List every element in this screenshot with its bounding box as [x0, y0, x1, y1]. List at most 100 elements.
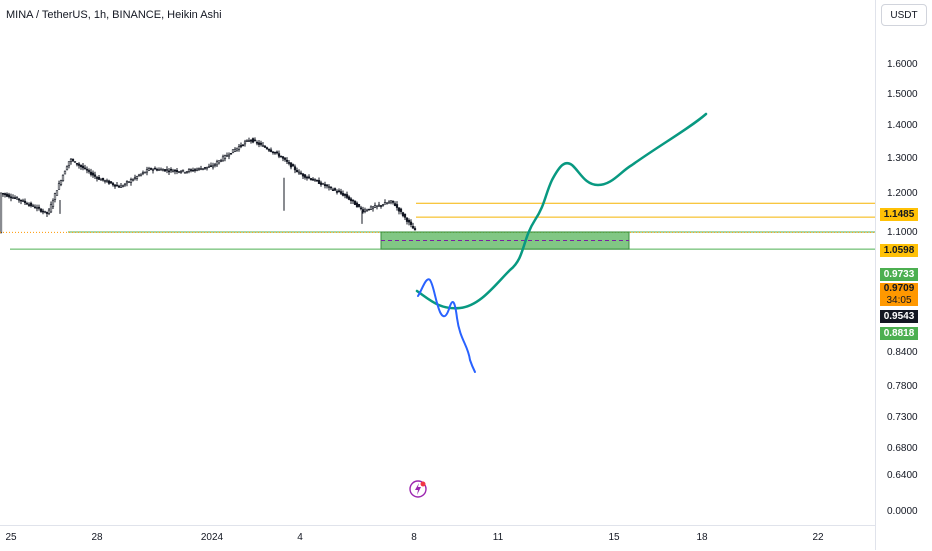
candle [105, 178, 109, 183]
candle [133, 174, 137, 181]
candle-body [117, 185, 121, 188]
lightning-icon[interactable] [408, 479, 428, 499]
x-tick-label: 25 [5, 532, 17, 543]
y-tick-label: 1.1000 [887, 227, 918, 238]
candle [37, 204, 41, 211]
candle-body [79, 164, 83, 167]
candle-body [111, 183, 115, 186]
candle-body [147, 168, 151, 171]
candle [331, 187, 335, 192]
x-tick-label: 22 [812, 532, 824, 543]
candle [13, 195, 17, 199]
candle-body [243, 141, 247, 145]
candle-body [351, 199, 355, 202]
candle [387, 200, 391, 204]
candle [307, 174, 311, 180]
candle-body [209, 165, 213, 167]
x-tick-label: 15 [608, 532, 620, 543]
candle-body [237, 146, 241, 150]
candle-body [103, 180, 107, 182]
candle [99, 178, 103, 181]
candle-body [219, 160, 223, 162]
candle [237, 144, 241, 152]
candle-body [337, 190, 341, 193]
candle [287, 159, 291, 166]
candle [87, 168, 91, 174]
candle [405, 217, 409, 225]
candle-body [295, 170, 299, 173]
candle-body [21, 200, 25, 202]
candle [403, 213, 407, 220]
candle [375, 205, 379, 210]
currency-button[interactable]: USDT [881, 4, 927, 26]
candle-body [109, 181, 113, 184]
candle-body [123, 183, 127, 186]
candle-body [15, 197, 19, 200]
candle-body [181, 169, 185, 172]
candle [81, 162, 85, 171]
candle [251, 137, 255, 144]
candle [63, 170, 67, 175]
level-price-badge: 0.8818 [880, 327, 918, 340]
candle [191, 167, 195, 172]
candle [77, 162, 81, 169]
candle [389, 200, 393, 205]
candle [211, 162, 215, 170]
candle-body [323, 184, 327, 187]
price-axis[interactable] [875, 0, 932, 550]
candle-body [121, 185, 125, 188]
candle [153, 166, 157, 170]
candle-body [401, 212, 405, 217]
candle-body [189, 169, 193, 171]
candle [49, 201, 53, 213]
candle-body [65, 166, 69, 171]
y-tick-label: 1.4000 [887, 120, 918, 131]
candle [181, 169, 185, 173]
candle-body [263, 145, 267, 148]
candle [273, 151, 277, 155]
candle-body [59, 180, 63, 185]
candle-body [305, 176, 309, 179]
candle [67, 161, 71, 169]
candle-body [235, 147, 239, 151]
candle-body [33, 206, 37, 209]
y-tick-label: 0.0000 [887, 506, 918, 517]
candle-body [357, 204, 361, 207]
candle [5, 192, 9, 198]
candle [151, 168, 155, 174]
candle [65, 165, 69, 171]
candle-body [39, 208, 43, 212]
chart-plot-area[interactable] [0, 0, 875, 525]
time-axis[interactable] [0, 525, 875, 551]
candle-body [155, 168, 159, 171]
y-tick-label: 0.7800 [887, 381, 918, 392]
candle [201, 168, 205, 171]
candle [353, 200, 357, 205]
candle [75, 162, 79, 167]
candle [349, 197, 353, 205]
candle-body [253, 139, 257, 142]
candle [247, 137, 251, 142]
candle [27, 202, 31, 207]
candle [399, 207, 403, 215]
candle-body [345, 194, 349, 198]
candle [159, 167, 163, 171]
candle-body [273, 151, 277, 154]
candle [21, 198, 25, 202]
candle-body [385, 202, 389, 205]
candle [101, 177, 105, 182]
projection-down-curve[interactable] [417, 278, 476, 373]
candle-body [149, 168, 153, 170]
candle [241, 144, 245, 147]
candle [327, 184, 331, 191]
candle [103, 179, 107, 184]
candle [275, 150, 279, 155]
candle-body [119, 185, 123, 188]
candle [369, 205, 373, 210]
candle-body [275, 151, 279, 154]
candle-body [269, 149, 273, 152]
candle [141, 170, 145, 176]
candle-body [193, 169, 197, 171]
candle [79, 164, 83, 170]
projection-up-curve[interactable] [415, 112, 708, 310]
